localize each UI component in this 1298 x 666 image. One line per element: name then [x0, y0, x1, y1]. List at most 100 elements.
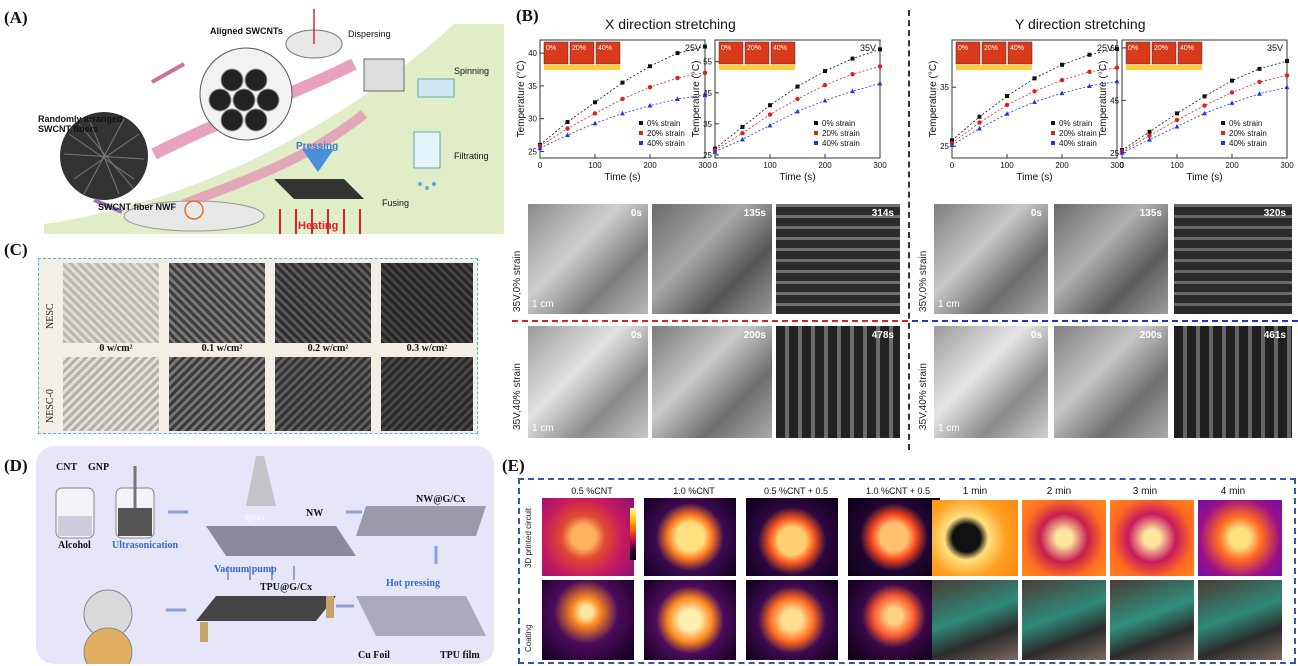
chart-3-xtick-label-300: 300: [1110, 161, 1124, 170]
chart-2-series-0-point-4: [823, 69, 827, 74]
chart-2-inset-label-1: 20%: [747, 45, 761, 52]
c-power-1: 0.1 w/cm²: [201, 343, 243, 354]
chart-2-xtick-label-100: 100: [763, 161, 777, 170]
chart-2-legend-mark-0: [814, 121, 818, 125]
chart-1-inset-1: [569, 41, 595, 65]
time-title-4: 4 min: [1220, 486, 1246, 497]
nwgcx-label: NW@G/Cx: [416, 494, 466, 505]
y-photo-r1c3: 320s: [1174, 204, 1292, 314]
chart-4-xtick-label-100: 100: [1170, 161, 1184, 170]
chart-2-inset-scale: [719, 65, 795, 70]
chart-2-series-1-point-5: [850, 71, 855, 77]
x-row2-label: 35V,40% strain: [512, 363, 523, 430]
c-row2-label: NESC-0: [45, 389, 56, 423]
chart-3-frame: [951, 39, 1118, 159]
chart-1-series-2-point-1: [565, 132, 570, 138]
chart-4-series-2-point-6: [1284, 84, 1290, 90]
panel-e-grid: 3D printed circuit Coating 0.5 %CNT 1.0 …: [518, 478, 1296, 664]
chart-2-series-2-point-3: [795, 108, 800, 114]
chart-1-legend-0: 0% strain: [647, 119, 680, 128]
ir-title-4: 1.0 %CNT + 0.5: [865, 486, 931, 496]
x-time-r2c3: 478s: [871, 330, 894, 341]
chart-1-xlabel: Time (s): [604, 172, 640, 183]
chart-1-series-1-point-6: [702, 70, 708, 75]
chart-3-series-1-point-3: [1032, 89, 1037, 94]
chart-4-ylabel: Temperature (°C): [1098, 61, 1109, 138]
chart-1-ylabel: Temperature (°C): [516, 61, 527, 138]
panel-d-illustration: [55, 456, 486, 664]
chart-2-inset-2: [770, 41, 796, 65]
chart-2-xtick-label-300: 300: [873, 161, 887, 170]
e-row1-label: 3D printed circuit: [524, 507, 533, 568]
chart-2-series-1-point-3: [795, 96, 800, 102]
chart-3-series-1-point-5: [1087, 69, 1092, 75]
chart-1-legend-mark-2: [639, 141, 643, 145]
chart-3-legend-2: 40% strain: [1059, 139, 1097, 148]
chart-3-xtick-label-0: 0: [950, 161, 955, 170]
chart-4-insets: 0% 20% 40%: [1125, 41, 1203, 70]
chart-2-legend-mark-1: [814, 131, 818, 135]
chart-2: 0% 20% 40% 35V 25 35 45 55 0 100 200 300 Time (s) Tem…: [691, 39, 887, 183]
chart-1-series-1-point-4: [647, 85, 653, 90]
chart-3-series-0-point-2: [1005, 94, 1009, 99]
chart-2-series-1-point-1: [740, 130, 745, 136]
ir-image-r1c2: [644, 498, 736, 576]
y-row-divider: [912, 320, 1298, 322]
chart-1-insets: 0% 20% 40%: [543, 41, 621, 70]
chart-2-series-1-point-4: [822, 82, 828, 88]
spray-label: Spray: [244, 512, 265, 522]
x-time-r1c2: 135s: [743, 208, 766, 219]
chart-1-ytick-label-35: 35: [528, 82, 537, 91]
x-time-r1c1: 0s: [630, 208, 642, 219]
x-time-r1c3: 314s: [871, 208, 894, 219]
time-image-2: [1022, 500, 1106, 576]
ir-image-r1c4: [848, 498, 940, 576]
chart-4-series-2-point-0: [1119, 150, 1125, 155]
chart-1-series-1-point-1: [565, 126, 570, 131]
chart-2-series-0-point-3: [795, 84, 800, 89]
y-time-r2c2: 200s: [1139, 330, 1162, 341]
chart-3-series-0-point-3: [1032, 76, 1037, 81]
y-photo-r1c2: 135s: [1054, 204, 1168, 314]
photo-image-3: [1110, 580, 1194, 660]
chart-1-ytick-label-30: 30: [528, 115, 537, 124]
chart-3-series-1-point-4: [1059, 77, 1065, 83]
chart-2-legend-0: 0% strain: [822, 119, 855, 128]
chart-3-inset-2: [1007, 41, 1033, 65]
chart-4-series-0-point-5: [1257, 66, 1262, 71]
panel-label-d: (D): [4, 456, 28, 475]
c-sample-r1c1: [63, 263, 159, 343]
chart-1-legend-mark-0: [639, 121, 643, 125]
aligned-label: Aligned SWCNTs: [210, 26, 283, 36]
chart-3-series-1-point-6: [1114, 65, 1120, 70]
chart-4-inset-1: [1151, 41, 1177, 65]
chart-3-inset-label-1: 20%: [984, 45, 998, 52]
fusing-label: Fusing: [382, 198, 410, 208]
chart-4-inset-2: [1177, 41, 1203, 65]
chart-1-frame: [539, 39, 706, 159]
y-photo-r2c1: 0s 1 cm: [934, 326, 1048, 438]
chart-1-xtick-label-0: 0: [538, 161, 543, 170]
chart-4-series-0-point-3: [1202, 94, 1207, 99]
chart-4-inset-0: [1125, 41, 1151, 65]
vacuum-label: Vacuum pump: [214, 564, 277, 575]
chart-3-series-0-point-5: [1087, 52, 1092, 57]
chart-4-series-2-point-5: [1257, 91, 1262, 96]
time-title-1: 1 min: [962, 486, 988, 497]
c-sample-r2c2: [169, 357, 265, 431]
y-photo-r1c1: 0s 1 cm: [934, 204, 1048, 314]
chart-3-series-2-point-1: [977, 125, 982, 131]
chart-3-series-2-point-4: [1059, 90, 1065, 96]
chart-1-xtick-label-200: 200: [643, 161, 657, 170]
ir-title-1: 0.5 %CNT: [571, 486, 613, 496]
chart-2-voltage: 35V: [860, 43, 876, 53]
chart-1-inset-2: [595, 41, 621, 65]
chart-4-series-0-point-4: [1230, 78, 1234, 83]
x-photo-r2c3: 478s: [776, 326, 900, 438]
chart-4-xlabel: Time (s): [1186, 172, 1222, 183]
chart-3-xtick-label-200: 200: [1055, 161, 1069, 170]
chart-2-series-0-point-1: [740, 124, 745, 129]
x-photo-r1c1: 0s 1 cm: [528, 204, 648, 314]
cnt-label: CNT: [56, 462, 78, 473]
chart-4: 0% 20% 40% 35V 25 45 65 0 100 200 300 Time (s) Tempe…: [1098, 39, 1294, 183]
